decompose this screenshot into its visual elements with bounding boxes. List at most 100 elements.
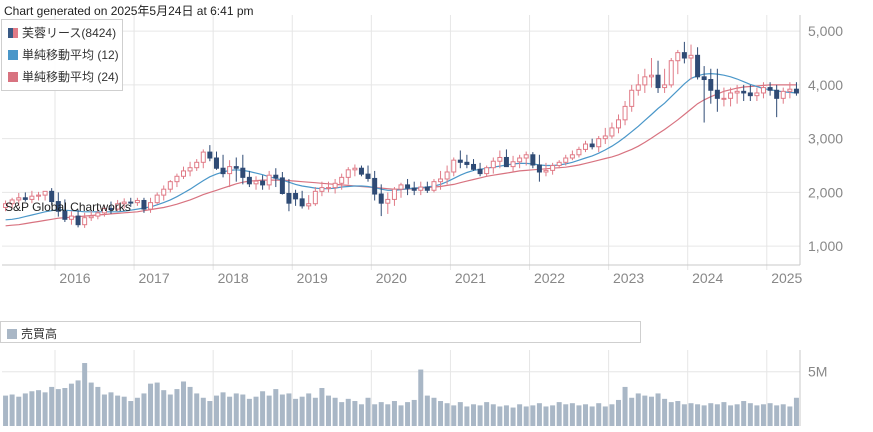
candle xyxy=(352,164,358,177)
candle xyxy=(662,68,668,93)
volume-bar xyxy=(503,405,509,426)
candle-body xyxy=(174,175,180,183)
candle xyxy=(754,87,760,102)
volume-bar xyxy=(253,396,259,426)
volume-bar xyxy=(754,405,760,426)
candle xyxy=(550,162,556,175)
candle xyxy=(536,154,542,182)
candle xyxy=(227,160,233,188)
candle-body xyxy=(497,156,503,162)
candle-body xyxy=(55,201,61,212)
candle-body xyxy=(49,190,55,203)
candle xyxy=(418,181,424,196)
candle xyxy=(451,157,457,177)
candle xyxy=(385,192,391,214)
volume-bar xyxy=(200,397,206,426)
candle-body xyxy=(339,176,345,184)
volume-bar xyxy=(464,406,470,426)
candle-body xyxy=(16,197,22,201)
candle xyxy=(701,66,707,123)
volume-bar xyxy=(517,404,523,426)
candle xyxy=(615,114,621,134)
candle xyxy=(319,181,325,197)
candle-body xyxy=(543,169,549,173)
candle-body xyxy=(471,163,477,170)
candle-body xyxy=(134,199,140,204)
candle xyxy=(774,84,780,118)
candle-body xyxy=(464,161,470,165)
candle-body xyxy=(365,173,371,179)
candle xyxy=(490,157,496,174)
candle xyxy=(339,173,345,190)
candle xyxy=(279,171,285,195)
volume-bar xyxy=(760,404,766,426)
price-ytick-label: 4,000 xyxy=(808,77,843,93)
candle xyxy=(398,182,404,198)
legend-ma24-label: 単純移動平均 (24) xyxy=(22,70,119,84)
candle-body xyxy=(530,154,536,166)
candle xyxy=(431,178,437,193)
volume-bar xyxy=(246,398,252,426)
candle xyxy=(708,68,714,104)
volume-swatch-icon xyxy=(7,329,17,339)
price-ytick-label: 5,000 xyxy=(808,23,843,39)
chart-generated-text: Chart generated on 2025年5月24日 at 6:41 pm xyxy=(4,4,254,18)
candle xyxy=(49,188,55,206)
candle-body xyxy=(536,164,542,173)
volume-bar xyxy=(49,386,55,426)
chart-watermark: S&P Global Chartworks xyxy=(5,200,131,214)
volume-bar xyxy=(602,406,608,426)
candle-body xyxy=(345,169,351,178)
price-xtick-label: 2021 xyxy=(455,270,486,286)
volume-bar xyxy=(793,397,799,426)
candle-body xyxy=(273,174,279,179)
candle xyxy=(728,87,734,107)
candle xyxy=(16,192,22,206)
candle-body xyxy=(325,187,331,190)
candle-body xyxy=(787,88,793,92)
candle xyxy=(464,154,470,169)
candle-body xyxy=(405,184,411,189)
volume-bar xyxy=(734,404,740,426)
price-xtick-label: 2022 xyxy=(534,270,565,286)
candle-body xyxy=(68,215,74,220)
candle xyxy=(530,152,536,169)
candle-body xyxy=(385,198,391,204)
candle-body xyxy=(517,157,523,163)
candle-body xyxy=(299,198,305,207)
price-xtick-label: 2019 xyxy=(297,270,328,286)
volume-bar xyxy=(358,404,364,426)
candle xyxy=(668,58,674,88)
candle-body xyxy=(312,190,318,205)
candle-body xyxy=(767,87,773,91)
candle-body xyxy=(760,87,766,94)
candle-body xyxy=(424,186,430,191)
candle-body xyxy=(510,161,516,168)
volume-chart: 5M xyxy=(2,350,827,426)
candle xyxy=(648,58,654,88)
volume-bar xyxy=(181,381,187,426)
volume-bar xyxy=(451,405,457,426)
candle xyxy=(760,82,766,99)
candle-body xyxy=(754,92,760,97)
volume-bar xyxy=(233,393,239,426)
price-xtick-label: 2024 xyxy=(692,270,723,286)
volume-bar xyxy=(576,405,582,426)
candle xyxy=(747,84,753,102)
volume-bar xyxy=(352,401,358,426)
volume-bar xyxy=(312,397,318,426)
candle-body xyxy=(82,217,88,226)
candle xyxy=(517,154,523,169)
volume-bar xyxy=(174,389,180,426)
candle xyxy=(286,178,292,212)
candle-body xyxy=(246,176,252,185)
candle xyxy=(405,178,411,196)
volume-bar xyxy=(55,389,61,426)
candle-body xyxy=(9,199,15,205)
candle xyxy=(695,47,701,80)
volume-bar xyxy=(365,397,371,426)
legend-item-ma24: 単純移動平均 (24) xyxy=(8,68,119,85)
candle-body xyxy=(398,184,404,190)
candle xyxy=(767,82,773,96)
candle-body xyxy=(319,187,325,192)
